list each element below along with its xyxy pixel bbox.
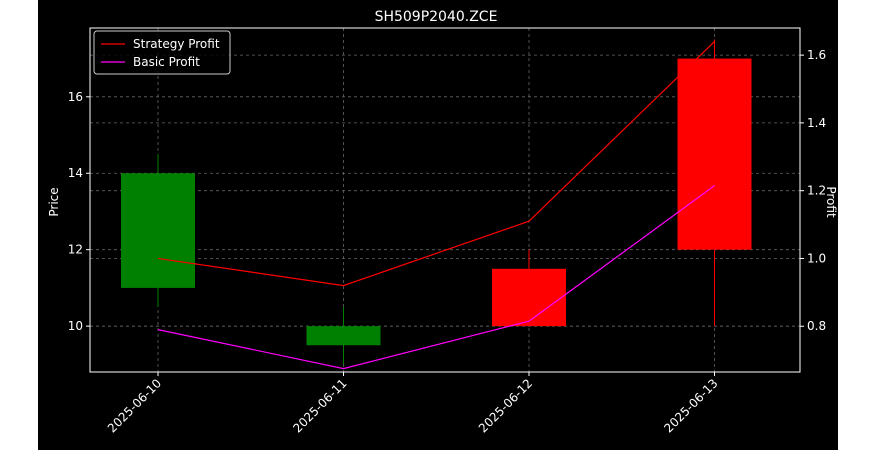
y-tick-label-0: 10 bbox=[68, 319, 83, 333]
plot-frame bbox=[89, 27, 801, 373]
series-line-1 bbox=[157, 185, 715, 370]
y2-tick-label-1: 1.0 bbox=[807, 251, 826, 265]
x-tick-label-2: 2025-06-12 bbox=[476, 376, 535, 435]
series-line-0 bbox=[157, 41, 715, 287]
grid bbox=[90, 28, 800, 372]
candle-body-1 bbox=[306, 326, 381, 346]
profit-lines bbox=[157, 41, 715, 370]
y2-tick-label-2: 1.2 bbox=[807, 184, 826, 198]
x-tick-label-3: 2025-06-13 bbox=[661, 376, 720, 435]
legend-label-strategy: Strategy Profit bbox=[133, 37, 220, 51]
y2-tick-label-4: 1.6 bbox=[807, 48, 826, 62]
x-tick-label-0: 2025-06-10 bbox=[105, 376, 164, 435]
candle-body-0 bbox=[121, 173, 195, 288]
candlestick-chart: SH509P2040.ZCE Price Profit 10 12 14 16 0.8 1… bbox=[47, 9, 838, 435]
legend-label-basic: Basic Profit bbox=[133, 55, 200, 69]
y-axis-label: Price bbox=[47, 187, 61, 216]
legend: Strategy Profit Basic Profit bbox=[93, 30, 231, 75]
y-tick-label-2: 14 bbox=[68, 166, 83, 180]
y-tick-label-1: 12 bbox=[68, 243, 83, 257]
y2-tick-label-0: 0.8 bbox=[807, 319, 826, 333]
legend-box bbox=[93, 30, 231, 75]
candles bbox=[121, 39, 752, 365]
chart-canvas: SH509P2040.ZCE Price Profit 10 12 14 16 0.8 1… bbox=[38, 0, 838, 450]
y-tick-label-3: 16 bbox=[68, 90, 83, 104]
y2-tick-label-3: 1.4 bbox=[807, 116, 826, 130]
candle-body-3 bbox=[677, 58, 752, 250]
chart-title: SH509P2040.ZCE bbox=[375, 9, 498, 25]
y2-axis-label: Profit bbox=[824, 186, 838, 218]
x-tick-label-1: 2025-06-11 bbox=[290, 376, 349, 435]
candle-body-2 bbox=[492, 268, 566, 327]
